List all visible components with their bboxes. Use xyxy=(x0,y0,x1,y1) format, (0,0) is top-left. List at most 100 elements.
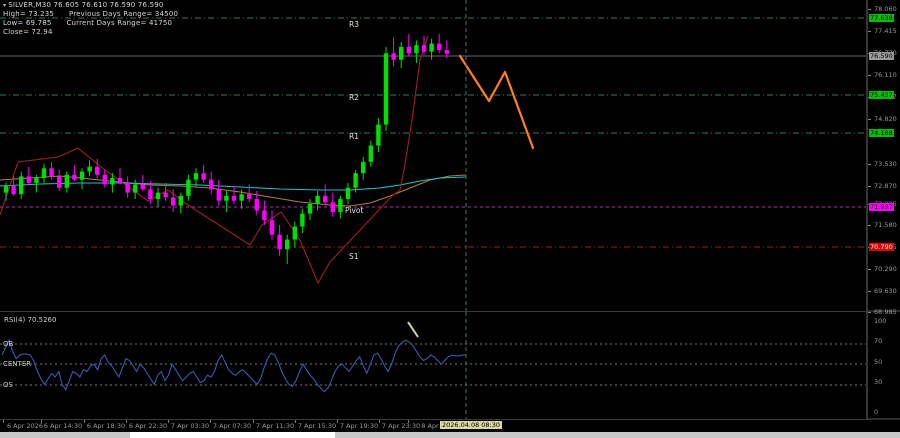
candle-body xyxy=(57,176,62,188)
time-tick-mark xyxy=(295,420,296,423)
candle-body xyxy=(353,173,358,188)
candle-body xyxy=(254,199,259,211)
horizontal-scrollbar[interactable] xyxy=(0,432,900,438)
candle-body xyxy=(307,203,313,214)
candle-body xyxy=(399,46,404,60)
time-tick-label: 6 Apr 22:30 xyxy=(128,422,168,430)
candle-body xyxy=(49,168,54,177)
pivot-label-r1: R1 xyxy=(349,132,359,141)
candle-body xyxy=(102,174,107,185)
chart-info-header: ▾ SILVER,M30 76.605 76.610 76.590 76.590 … xyxy=(3,1,178,37)
low-range-row: Low= 69.785 Current Days Range= 41750 xyxy=(3,19,178,28)
candle-body xyxy=(79,171,85,180)
price-axis-rule xyxy=(866,0,900,420)
candle-body xyxy=(323,195,328,203)
candle-body xyxy=(391,53,396,60)
candle-body xyxy=(285,239,290,250)
rsi-title-label: RSI(4) 70.5260 xyxy=(4,316,57,324)
candle-body xyxy=(224,195,229,201)
time-tick-label: 6 Apr 2026 xyxy=(6,422,44,430)
candle-body xyxy=(201,173,206,180)
candle-body xyxy=(64,174,69,188)
close-row: Close= 72.94 xyxy=(3,28,178,37)
candle-body xyxy=(300,213,305,227)
time-tick-label: 7 Apr 19:30 xyxy=(339,422,379,430)
time-tick-mark xyxy=(253,420,254,423)
rsi-tick-label: 0 xyxy=(874,408,879,416)
scrollbar-thumb[interactable] xyxy=(130,432,335,438)
candle-body xyxy=(383,53,389,125)
candle-body xyxy=(277,234,282,250)
time-tick-mark xyxy=(379,420,380,423)
time-tick-label: 7 Apr 03:30 xyxy=(170,422,210,430)
pivot-label-pivot: Pivot xyxy=(345,206,364,215)
rsi-indicator-pane[interactable]: RSI(4) 70.5260 OB CENTER OS xyxy=(0,312,866,420)
symbol-line: ▾ SILVER,M30 76.605 76.610 76.590 76.590 xyxy=(3,1,178,10)
candle-body xyxy=(3,186,9,193)
time-tick-mark xyxy=(41,420,42,423)
current-range-label: Current Days Range= 41750 xyxy=(66,19,173,27)
pane-divider-bottom xyxy=(0,419,866,420)
forecast-projection-line[interactable] xyxy=(458,54,535,150)
moving-average-slow xyxy=(0,174,467,207)
low-label: Low= 69.785 xyxy=(3,19,52,27)
rsi-arrow-annotation[interactable] xyxy=(407,321,419,338)
pane-divider xyxy=(0,311,866,312)
candle-body xyxy=(19,176,24,195)
candle-body xyxy=(148,189,153,200)
price-highlight-green: 77.638 xyxy=(869,14,894,22)
candle-body xyxy=(72,174,77,180)
candle-body xyxy=(292,226,297,240)
rsi-os-label: OS xyxy=(3,381,13,389)
candle-body xyxy=(11,186,16,195)
candle-body xyxy=(368,145,373,162)
candle-body xyxy=(117,178,123,183)
time-tick-mark xyxy=(210,420,211,423)
candle-body xyxy=(95,166,100,175)
price-tick-label: 72.870 xyxy=(868,182,897,190)
time-tick-mark xyxy=(408,420,409,423)
candle-body xyxy=(178,195,183,206)
candle-body xyxy=(315,195,320,204)
price-highlight-green: 74.188 xyxy=(869,129,894,137)
pivot-label-r2: R2 xyxy=(349,93,359,102)
candle-body xyxy=(193,173,199,180)
candle-body xyxy=(429,43,434,52)
rsi-ob-label: OB xyxy=(3,340,14,348)
candlestick-series xyxy=(3,33,449,264)
price-chart-pane[interactable]: ▾ SILVER,M30 76.605 76.610 76.590 76.590 … xyxy=(0,0,866,312)
candle-body xyxy=(87,166,92,172)
candle-body xyxy=(345,187,351,200)
price-tick-label: 77.415 xyxy=(868,27,897,35)
rsi-series-line xyxy=(1,338,466,393)
candle-body xyxy=(269,220,275,235)
candle-body xyxy=(361,161,366,174)
price-highlight-green: 75.437 xyxy=(869,91,894,99)
collapse-triangle-icon[interactable]: ▾ xyxy=(3,2,7,9)
candle-body xyxy=(133,184,138,193)
time-axis[interactable]: 6 Apr 2026 6 Apr 14:30 6 Apr 18:30 6 Apr 22… xyxy=(0,420,900,432)
candle-body xyxy=(26,176,31,183)
rsi-center-label: CENTER xyxy=(3,360,32,368)
crosshair-time-label: 2026.04.08 08:30 xyxy=(440,421,503,429)
candle-body xyxy=(209,179,214,190)
rsi-tick-label: 70 xyxy=(874,337,883,345)
candle-body xyxy=(41,168,47,179)
time-tick-label: 7 Apr 23:30 xyxy=(381,422,421,430)
candle-body xyxy=(110,178,115,185)
candle-body xyxy=(376,124,381,146)
price-tick-label: 73.530 xyxy=(868,160,897,168)
price-tick-label: 69.630 xyxy=(868,287,897,295)
candle-body xyxy=(140,184,145,190)
candle-body xyxy=(330,202,335,213)
time-tick-mark xyxy=(3,420,4,423)
time-tick-label: 6 Apr 18:30 xyxy=(86,422,126,430)
candle-body xyxy=(125,182,130,193)
price-tick-label: 68.985 xyxy=(868,308,897,316)
price-chart-svg xyxy=(0,0,866,312)
candle-body xyxy=(34,178,39,183)
zigzag-indicator xyxy=(0,35,429,285)
high-label: High= 73.235 xyxy=(3,10,55,18)
price-axis[interactable]: 78.06077.41576.77076.11075.43774.82073.5… xyxy=(866,0,900,420)
price-tick-label: 71.580 xyxy=(868,221,897,229)
